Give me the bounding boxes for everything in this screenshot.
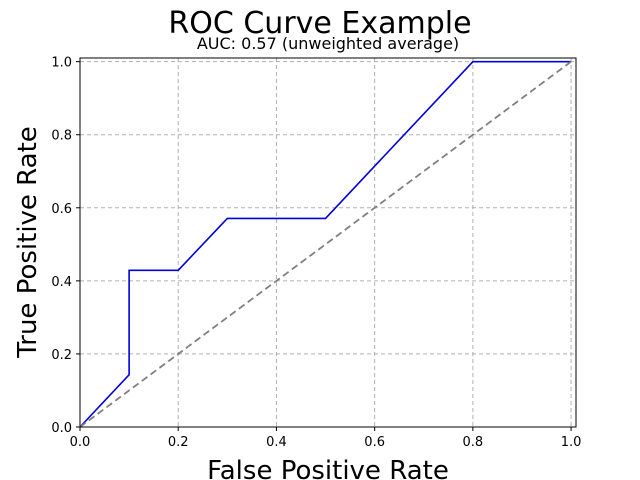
y-tick-label: 0.8 [51,129,72,144]
chart-subtitle: AUC: 0.57 (unweighted average) [197,34,459,53]
chance-diagonal-line [79,60,572,428]
x-axis-label: False Positive Rate [207,456,449,480]
plot-area-frame [79,57,577,428]
x-tick-label: 1.0 [561,435,582,450]
y-tick-label: 1.0 [51,56,72,71]
y-tick-label: 0.2 [51,348,72,363]
x-tick-label: 0.8 [463,435,484,450]
x-tick-label: 0.0 [70,435,91,450]
series-layer [79,60,572,428]
y-tick-label: 0.0 [51,421,72,436]
roc-curve-line [79,60,572,428]
y-tick-label: 0.4 [51,275,72,290]
x-tick-label: 0.6 [364,435,385,450]
tick-layer: 0.0 0.2 0.4 0.6 0.8 1.0 0.0 0.2 0.4 0.6 0.8 1.0 [51,56,581,450]
chart-title: ROC Curve Example [168,6,471,41]
y-axis-label: True Positive Rate [13,126,43,359]
x-tick-label: 0.2 [168,435,189,450]
y-tick-label: 0.6 [51,202,72,217]
x-tick-label: 0.4 [266,435,287,450]
